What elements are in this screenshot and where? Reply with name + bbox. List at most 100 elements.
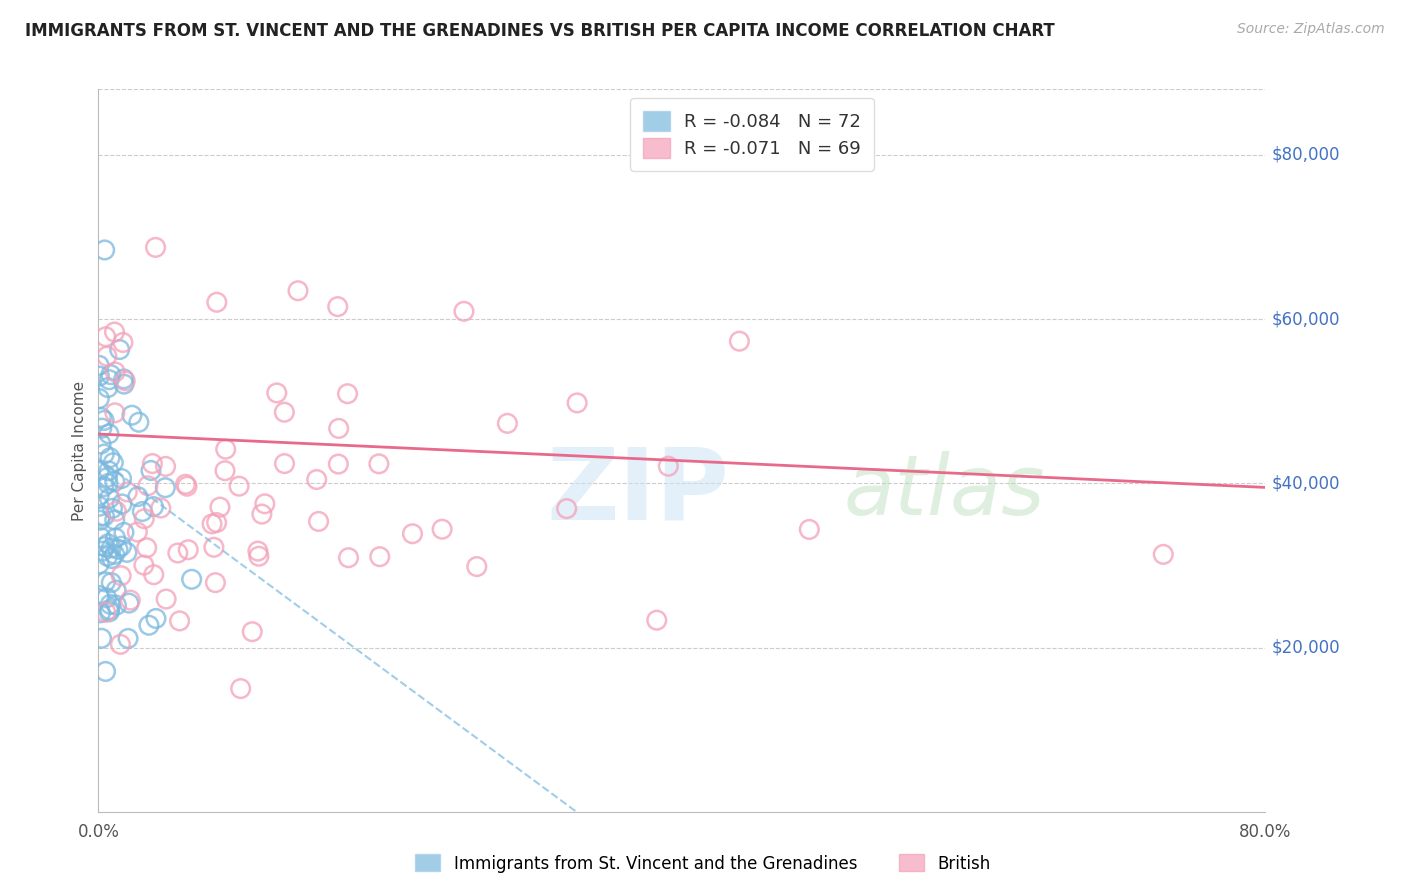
- Point: [91, 544, 114, 558]
- Point: [104, 406, 127, 420]
- Point: [110, 568, 132, 582]
- Point: [273, 457, 295, 471]
- Text: $40,000: $40,000: [1271, 475, 1340, 492]
- Point: [337, 550, 360, 565]
- Text: $80,000: $80,000: [1271, 146, 1340, 164]
- Point: [799, 523, 821, 537]
- Point: [90, 531, 112, 545]
- Point: [89, 557, 111, 571]
- Point: [273, 405, 295, 419]
- Point: [120, 593, 142, 607]
- Point: [169, 614, 191, 628]
- Point: [96, 349, 118, 363]
- Point: [496, 417, 519, 431]
- Point: [180, 572, 202, 586]
- Y-axis label: Per Capita Income: Per Capita Income: [72, 380, 87, 521]
- Point: [287, 284, 309, 298]
- Point: [141, 457, 163, 471]
- Point: [250, 507, 273, 521]
- Point: [105, 504, 128, 518]
- Point: [728, 334, 751, 348]
- Point: [104, 475, 127, 489]
- Point: [205, 295, 228, 310]
- Point: [202, 541, 225, 555]
- Point: [135, 541, 157, 555]
- Point: [127, 524, 149, 539]
- Point: [215, 442, 238, 457]
- Point: [401, 526, 423, 541]
- Point: [90, 437, 112, 451]
- Point: [89, 359, 111, 373]
- Point: [90, 509, 112, 524]
- Point: [103, 456, 125, 470]
- Point: [89, 500, 111, 514]
- Text: IMMIGRANTS FROM ST. VINCENT AND THE GRENADINES VS BRITISH PER CAPITA INCOME CORR: IMMIGRANTS FROM ST. VINCENT AND THE GREN…: [25, 22, 1054, 40]
- Point: [246, 544, 269, 558]
- Point: [98, 373, 121, 387]
- Point: [94, 665, 117, 679]
- Point: [155, 459, 177, 474]
- Point: [111, 497, 134, 511]
- Point: [228, 479, 250, 493]
- Point: [149, 501, 172, 516]
- Text: $20,000: $20,000: [1271, 639, 1340, 657]
- Point: [93, 509, 115, 524]
- Point: [118, 596, 141, 610]
- Point: [110, 472, 132, 486]
- Text: $60,000: $60,000: [1271, 310, 1340, 328]
- Point: [112, 372, 135, 386]
- Point: [100, 551, 122, 566]
- Point: [103, 325, 125, 339]
- Point: [127, 490, 149, 504]
- Point: [134, 512, 156, 526]
- Point: [145, 611, 167, 625]
- Point: [128, 415, 150, 429]
- Point: [565, 396, 588, 410]
- Point: [208, 500, 231, 515]
- Point: [89, 489, 111, 503]
- Point: [247, 549, 270, 564]
- Point: [89, 513, 111, 527]
- Point: [97, 381, 120, 395]
- Point: [174, 477, 197, 491]
- Point: [96, 549, 118, 564]
- Point: [93, 243, 115, 257]
- Point: [266, 386, 288, 401]
- Point: [93, 447, 115, 461]
- Point: [100, 541, 122, 555]
- Point: [97, 464, 120, 478]
- Point: [308, 515, 330, 529]
- Point: [98, 598, 121, 612]
- Point: [94, 605, 117, 619]
- Point: [97, 537, 120, 551]
- Point: [368, 549, 391, 564]
- Point: [117, 632, 139, 646]
- Point: [94, 540, 117, 554]
- Point: [121, 408, 143, 422]
- Point: [166, 546, 188, 560]
- Legend: Immigrants from St. Vincent and the Grenadines, British: Immigrants from St. Vincent and the Gren…: [409, 847, 997, 880]
- Point: [645, 613, 668, 627]
- Point: [117, 485, 139, 500]
- Legend: R = -0.084   N = 72, R = -0.071   N = 69: R = -0.084 N = 72, R = -0.071 N = 69: [630, 98, 873, 170]
- Point: [105, 598, 128, 612]
- Point: [326, 300, 349, 314]
- Point: [1152, 547, 1174, 561]
- Point: [93, 480, 115, 494]
- Point: [90, 410, 112, 425]
- Point: [112, 377, 135, 392]
- Point: [94, 330, 117, 344]
- Point: [101, 501, 124, 516]
- Point: [214, 464, 236, 478]
- Point: [110, 539, 132, 553]
- Point: [336, 386, 359, 401]
- Point: [111, 335, 134, 350]
- Point: [328, 457, 350, 471]
- Point: [97, 426, 120, 441]
- Point: [89, 392, 111, 406]
- Point: [131, 504, 153, 518]
- Point: [104, 547, 127, 561]
- Point: [136, 479, 159, 493]
- Point: [145, 240, 167, 254]
- Point: [328, 421, 350, 435]
